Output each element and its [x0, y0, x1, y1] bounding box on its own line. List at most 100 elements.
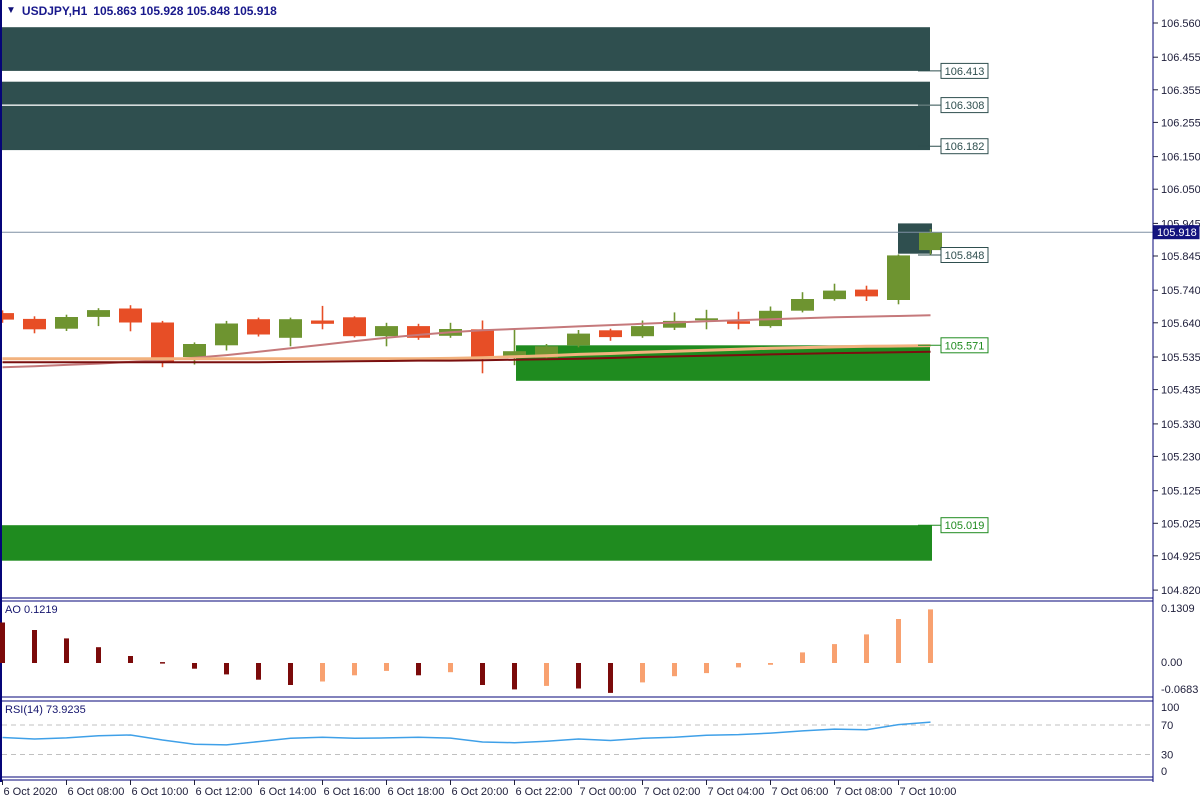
time-tick-label: 6 Oct 22:00 [516, 786, 573, 798]
supply-zone-1 [2, 27, 930, 71]
ao-bar [0, 622, 5, 663]
ao-bar [128, 656, 133, 663]
time-tick-label: 7 Oct 06:00 [772, 786, 829, 798]
chart-title: ▼ USDJPY,H1 105.863 105.928 105.848 105.… [6, 4, 277, 18]
price-tick-label: 105.845 [1161, 251, 1200, 263]
demand-zone-mid [516, 345, 930, 381]
supply-zone-3 [2, 105, 930, 151]
time-tick-label: 6 Oct 2020 [4, 786, 58, 798]
ao-scale-label: -0.0683 [1161, 684, 1198, 696]
candle-body [87, 310, 110, 317]
ao-bar [928, 609, 933, 663]
candle-body [471, 329, 494, 358]
price-tick-label: 106.560 [1161, 18, 1200, 30]
ao-bar [832, 644, 837, 663]
candle-body [311, 320, 334, 324]
price-tick-label: 105.125 [1161, 486, 1200, 498]
candle-body [247, 319, 270, 335]
candle-body [567, 333, 590, 346]
zone-label-text: 105.571 [945, 340, 985, 352]
candle-body [823, 290, 846, 300]
price-tick-label: 105.535 [1161, 352, 1200, 364]
ma-maroon [2, 350, 931, 364]
ao-bar [224, 663, 229, 675]
rsi-level-label: 100 [1161, 702, 1179, 714]
price-tick-label: 106.455 [1161, 52, 1200, 64]
ao-bar [160, 662, 165, 664]
time-tick-label: 6 Oct 12:00 [196, 786, 253, 798]
ao-bar [512, 663, 517, 690]
time-tick-label: 6 Oct 16:00 [324, 786, 381, 798]
ao-bar [480, 663, 485, 685]
symbol-dropdown-icon[interactable]: ▼ [6, 5, 16, 16]
ao-bar [800, 652, 805, 663]
price-tick-label: 106.050 [1161, 184, 1200, 196]
ao-bar [192, 663, 197, 669]
ao-bar [608, 663, 613, 693]
zone-label-text: 105.848 [945, 250, 985, 262]
ao-bar [352, 663, 357, 676]
candle-body [279, 319, 302, 338]
time-tick-label: 7 Oct 02:00 [644, 786, 701, 798]
candle-body [919, 232, 942, 251]
price-tick-label: 105.435 [1161, 385, 1200, 397]
zone-label-text: 105.019 [945, 520, 985, 532]
candle-body [663, 320, 686, 328]
price-tick-label: 106.255 [1161, 117, 1200, 129]
candle-body [151, 322, 174, 363]
ao-bar [736, 663, 741, 668]
price-tick-label: 104.925 [1161, 551, 1200, 563]
candle-body [695, 318, 718, 321]
ao-bar [576, 663, 581, 689]
ao-bar [768, 663, 773, 665]
time-tick-label: 7 Oct 10:00 [900, 786, 957, 798]
zone-label-box [940, 138, 989, 155]
ao-bar [384, 663, 389, 671]
zone-label-text: 106.182 [945, 141, 985, 153]
time-tick-label: 7 Oct 04:00 [708, 786, 765, 798]
candle-body [0, 313, 14, 320]
candle-body [183, 344, 206, 357]
ao-bar [416, 663, 421, 676]
time-tick-label: 6 Oct 10:00 [132, 786, 189, 798]
price-tick-label: 105.330 [1161, 419, 1200, 431]
time-axis: 6 Oct 2020 6 Oct 08:00 6 Oct 10:00 6 Oct 12… [2, 780, 957, 798]
ao-bar [64, 638, 69, 663]
supply-zone-2 [2, 81, 930, 105]
price-tick-label: 106.150 [1161, 152, 1200, 164]
ohlc-readout: 105.863 105.928 105.848 105.918 [93, 4, 277, 18]
zone-labels-layer: 106.413 106.308 106.182 105.848 105.571 105.0… [918, 62, 989, 534]
price-tick-label: 105.640 [1161, 318, 1200, 330]
ao-title: AO 0.1219 [5, 604, 58, 616]
time-tick-label: 6 Oct 18:00 [388, 786, 445, 798]
ao-bar [448, 663, 453, 673]
candle-body [631, 326, 654, 337]
price-tick-label: 105.025 [1161, 518, 1200, 530]
zone-label-box [940, 517, 989, 534]
ao-bar [544, 663, 549, 686]
candle-body [215, 323, 238, 346]
zones-layer [2, 27, 932, 561]
candle-body [727, 321, 750, 324]
ao-panel: AO 0.1219 0.1309 0.00 -0.0683 [0, 603, 1198, 696]
ao-scale-label: 0.1309 [1161, 603, 1195, 615]
ao-bar [256, 663, 261, 680]
ao-bar [96, 647, 101, 663]
zone-label-text: 106.308 [945, 100, 985, 112]
candle-body [375, 326, 398, 337]
candle-body [791, 299, 814, 311]
rsi-panel: RSI(14) 73.9235 100 70 30 0 [2, 702, 1179, 778]
zone-label-box [940, 97, 989, 114]
zone-label-box [940, 62, 989, 79]
price-tick-label: 104.820 [1161, 585, 1200, 597]
ao-bar [32, 630, 37, 663]
rsi-level-label: 0 [1161, 766, 1167, 778]
candle-body [407, 326, 430, 338]
candle-body [23, 318, 46, 330]
time-tick-label: 6 Oct 20:00 [452, 786, 509, 798]
time-tick-label: 6 Oct 08:00 [68, 786, 125, 798]
time-tick-label: 7 Oct 08:00 [836, 786, 893, 798]
ao-bar [672, 663, 677, 677]
